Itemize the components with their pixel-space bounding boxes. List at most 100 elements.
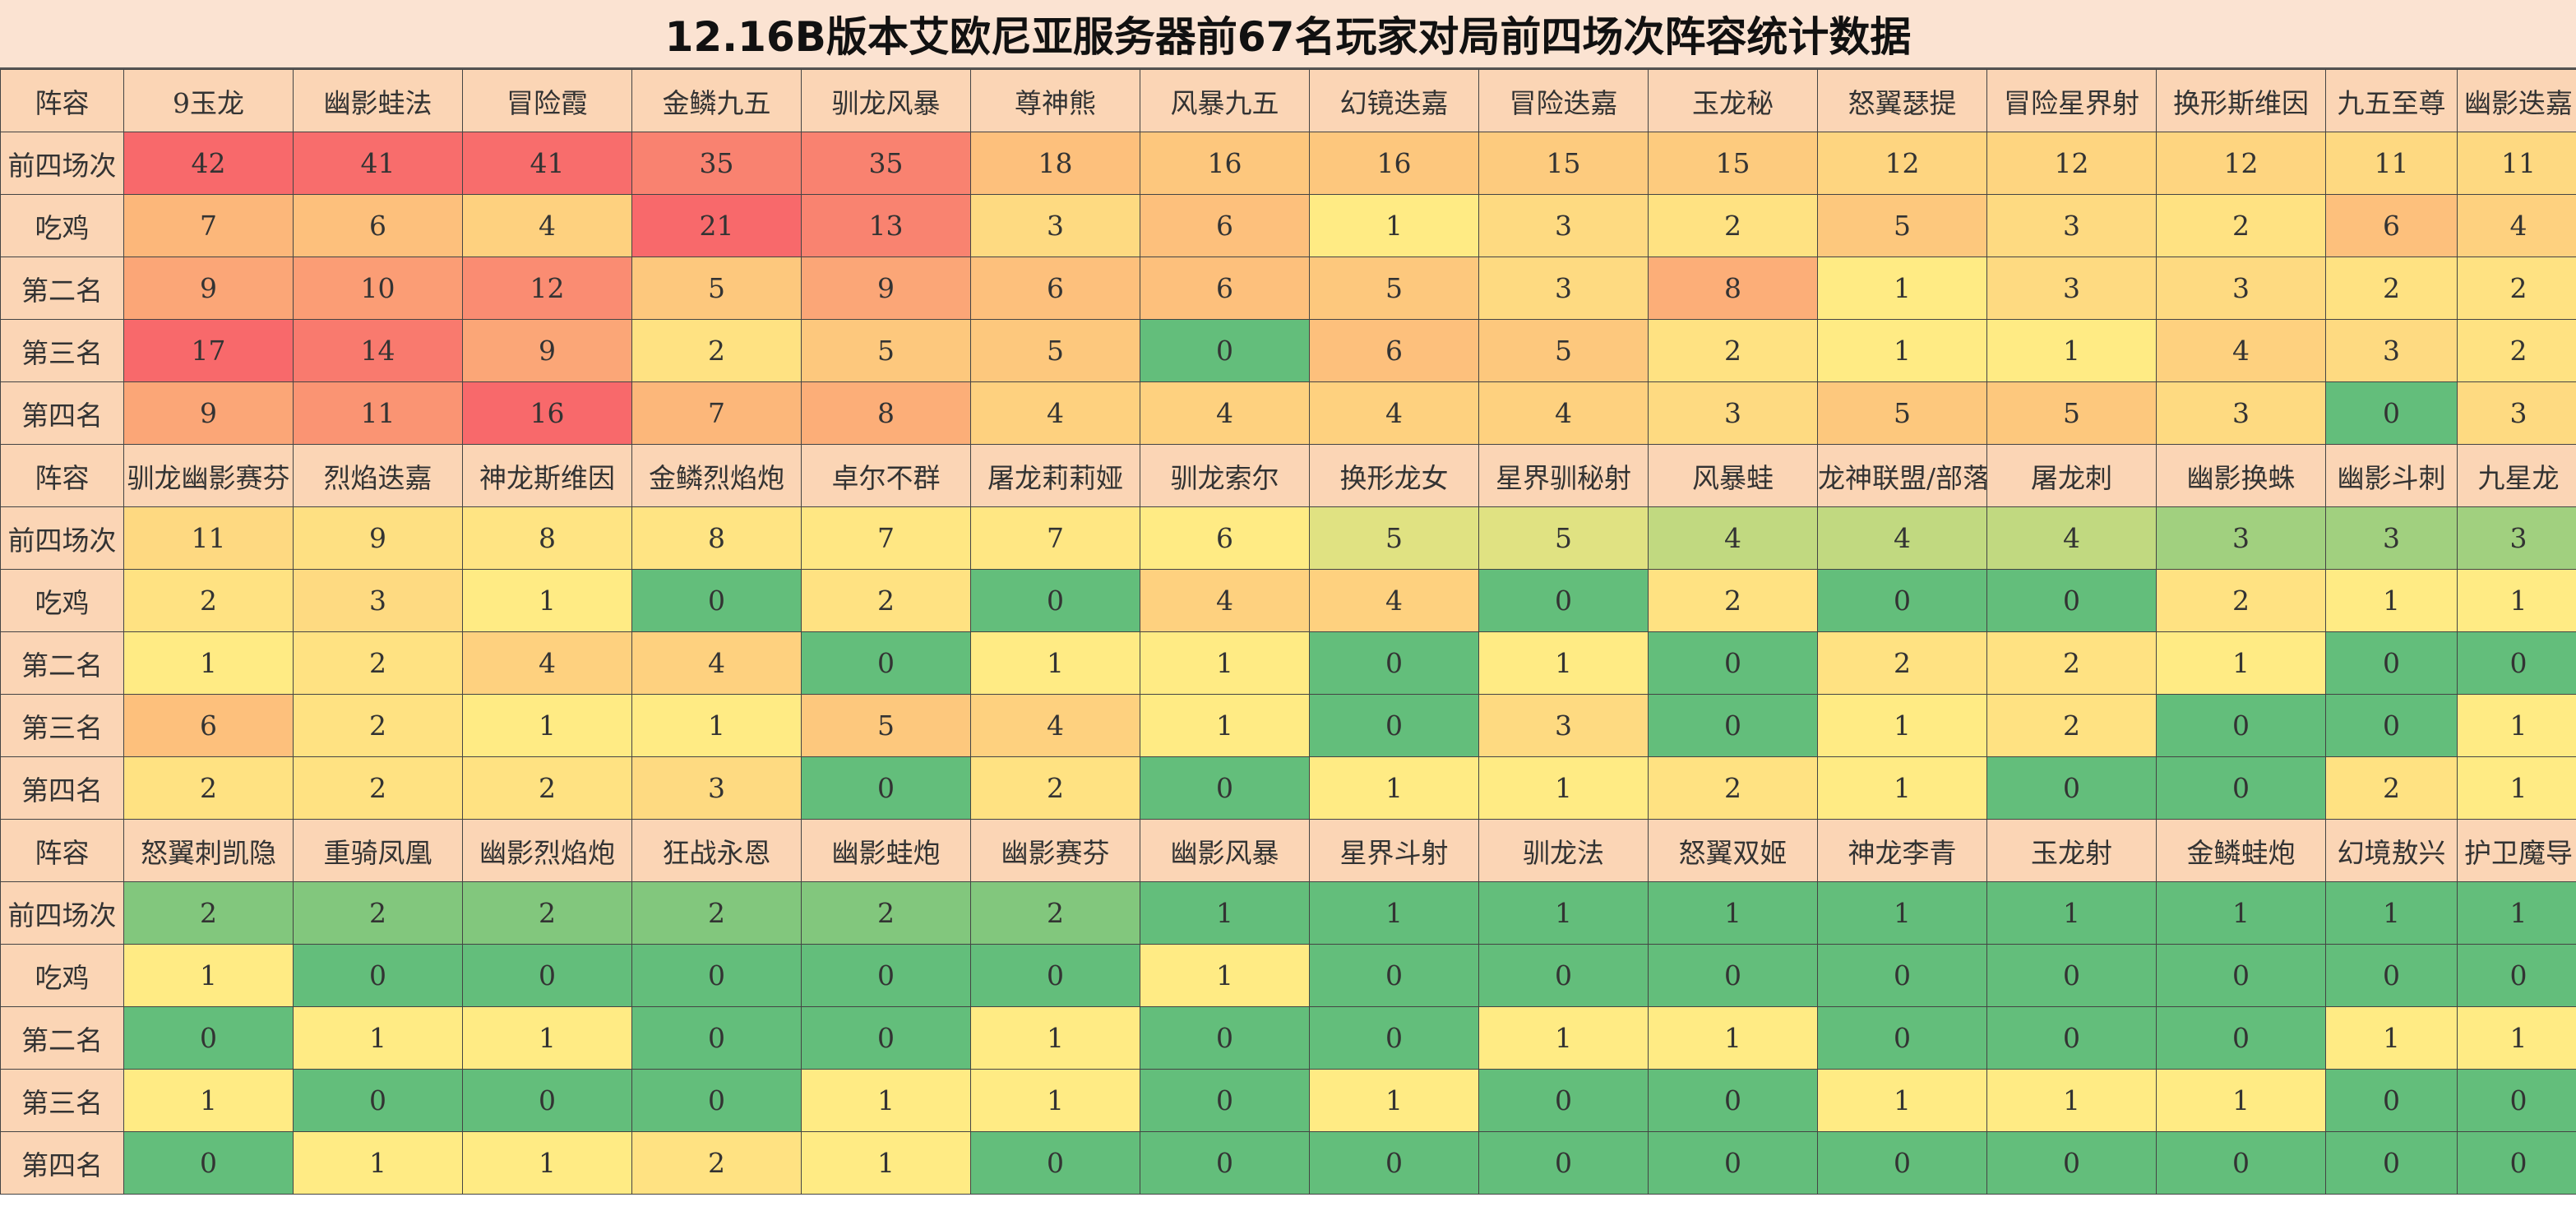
data-cell: 6 [2325, 194, 2458, 257]
table-row: 吃鸡 1 0 0 0 0 0 1 0 0 0 0 0 0 0 0 [0, 944, 2576, 1007]
lineup-header: 风暴蛙 [1648, 444, 1818, 507]
table-row: 吃鸡 2 3 1 0 2 0 4 4 0 2 0 0 2 1 1 [0, 569, 2576, 632]
data-cell: 4 [462, 631, 632, 695]
row-label: 吃鸡 [0, 194, 124, 257]
data-cell: 0 [1309, 944, 1479, 1007]
data-cell: 4 [970, 694, 1140, 757]
table-row: 第四名 9 11 16 7 8 4 4 4 4 3 5 5 3 0 3 [0, 381, 2576, 445]
data-cell: 11 [2325, 132, 2458, 195]
row-label: 第四名 [0, 381, 124, 445]
data-cell: 3 [2325, 506, 2458, 570]
data-cell: 0 [2156, 694, 2326, 757]
data-cell: 1 [2156, 631, 2326, 695]
data-cell: 0 [1648, 1069, 1818, 1132]
data-cell: 0 [1986, 1006, 2157, 1070]
data-cell: 15 [1648, 132, 1818, 195]
data-cell: 0 [1986, 1131, 2157, 1195]
data-cell: 2 [293, 631, 463, 695]
data-cell: 0 [2156, 944, 2326, 1007]
data-cell: 0 [1309, 1131, 1479, 1195]
data-cell: 0 [1986, 569, 2157, 632]
data-cell: 2 [293, 694, 463, 757]
data-cell: 0 [1478, 569, 1649, 632]
data-cell: 2 [2156, 569, 2326, 632]
table-row: 前四场次 2 2 2 2 2 2 1 1 1 1 1 1 1 1 1 [0, 881, 2576, 945]
data-cell: 1 [462, 569, 632, 632]
data-cell: 2 [1986, 631, 2157, 695]
lineup-header: 驯龙风暴 [801, 69, 971, 132]
data-cell: 12 [462, 257, 632, 320]
data-cell: 9 [801, 257, 971, 320]
header-row: 阵容 驯龙幽影赛芬 烈焰迭嘉 神龙斯维因 金鳞烈焰炮 卓尔不群 屠龙莉莉娅 驯龙索尔 换形龙女星… [0, 444, 2576, 507]
data-cell: 0 [1986, 756, 2157, 820]
data-cell: 4 [1140, 381, 1310, 445]
data-cell: 2 [2457, 319, 2576, 382]
lineup-header: 屠龙莉莉娅 [970, 444, 1140, 507]
data-cell: 0 [1140, 319, 1310, 382]
data-cell: 3 [2156, 257, 2326, 320]
data-cell: 0 [1817, 944, 1987, 1007]
header-row: 阵容 9玉龙 幽影蛙法 冒险霞 金鳞九五 驯龙风暴 尊神熊 风暴九五 幻镜迭嘉 冒险迭嘉 玉龙秘 怒翼… [0, 69, 2576, 132]
data-cell: 0 [2325, 944, 2458, 1007]
data-cell: 5 [1817, 194, 1987, 257]
data-cell: 15 [1478, 132, 1649, 195]
lineup-header: 重骑凤凰 [293, 819, 463, 882]
data-cell: 10 [293, 257, 463, 320]
data-cell: 3 [293, 569, 463, 632]
data-cell: 1 [1986, 319, 2157, 382]
data-cell: 0 [2156, 1006, 2326, 1070]
data-cell: 17 [123, 319, 294, 382]
data-cell: 21 [631, 194, 802, 257]
data-cell: 3 [2457, 381, 2576, 445]
data-cell: 0 [293, 1069, 463, 1132]
data-cell: 0 [1648, 694, 1818, 757]
data-cell: 0 [1309, 694, 1479, 757]
data-cell: 0 [631, 1006, 802, 1070]
data-cell: 2 [462, 756, 632, 820]
data-cell: 35 [631, 132, 802, 195]
data-cell: 1 [1309, 756, 1479, 820]
corner-label: 阵容 [0, 444, 124, 507]
data-cell: 0 [2325, 1069, 2458, 1132]
lineup-header: 狂战永恩 [631, 819, 802, 882]
data-cell: 0 [970, 1131, 1140, 1195]
data-cell: 4 [2457, 194, 2576, 257]
table-row: 前四场次 42 41 41 35 35 18 16 16 15 15 12 12 12 11 11 [0, 132, 2576, 195]
data-cell: 12 [2156, 132, 2326, 195]
lineup-header: 幽影换蛛 [2156, 444, 2326, 507]
data-cell: 2 [123, 569, 294, 632]
data-cell: 0 [2156, 1131, 2326, 1195]
row-label: 第三名 [0, 694, 124, 757]
data-cell: 1 [123, 1069, 294, 1132]
data-cell: 1 [2457, 569, 2576, 632]
data-cell: 0 [1648, 631, 1818, 695]
data-cell: 16 [1140, 132, 1310, 195]
data-cell: 18 [970, 132, 1140, 195]
data-cell: 1 [293, 1006, 463, 1070]
data-cell: 1 [462, 1006, 632, 1070]
lineup-header: 9玉龙 [123, 69, 294, 132]
data-cell: 2 [970, 756, 1140, 820]
data-cell: 1 [1648, 881, 1818, 945]
data-cell: 1 [801, 1069, 971, 1132]
data-cell: 0 [1817, 1006, 1987, 1070]
data-cell: 9 [293, 506, 463, 570]
data-cell: 1 [1309, 194, 1479, 257]
data-cell: 5 [1309, 506, 1479, 570]
data-cell: 42 [123, 132, 294, 195]
data-cell: 1 [293, 1131, 463, 1195]
data-cell: 6 [1140, 506, 1310, 570]
row-label: 第二名 [0, 631, 124, 695]
table-row: 第二名 1 2 4 4 0 1 1 0 1 0 2 2 1 0 0 [0, 631, 2576, 695]
lineup-header: 神龙李青 [1817, 819, 1987, 882]
data-cell: 3 [1986, 257, 2157, 320]
lineup-header: 怒翼双姬 [1648, 819, 1818, 882]
data-cell: 7 [801, 506, 971, 570]
data-cell: 2 [2156, 194, 2326, 257]
data-cell: 2 [1817, 631, 1987, 695]
data-cell: 5 [1478, 506, 1649, 570]
lineup-header: 烈焰迭嘉 [293, 444, 463, 507]
lineup-header: 尊神熊 [970, 69, 1140, 132]
data-cell: 0 [462, 1069, 632, 1132]
